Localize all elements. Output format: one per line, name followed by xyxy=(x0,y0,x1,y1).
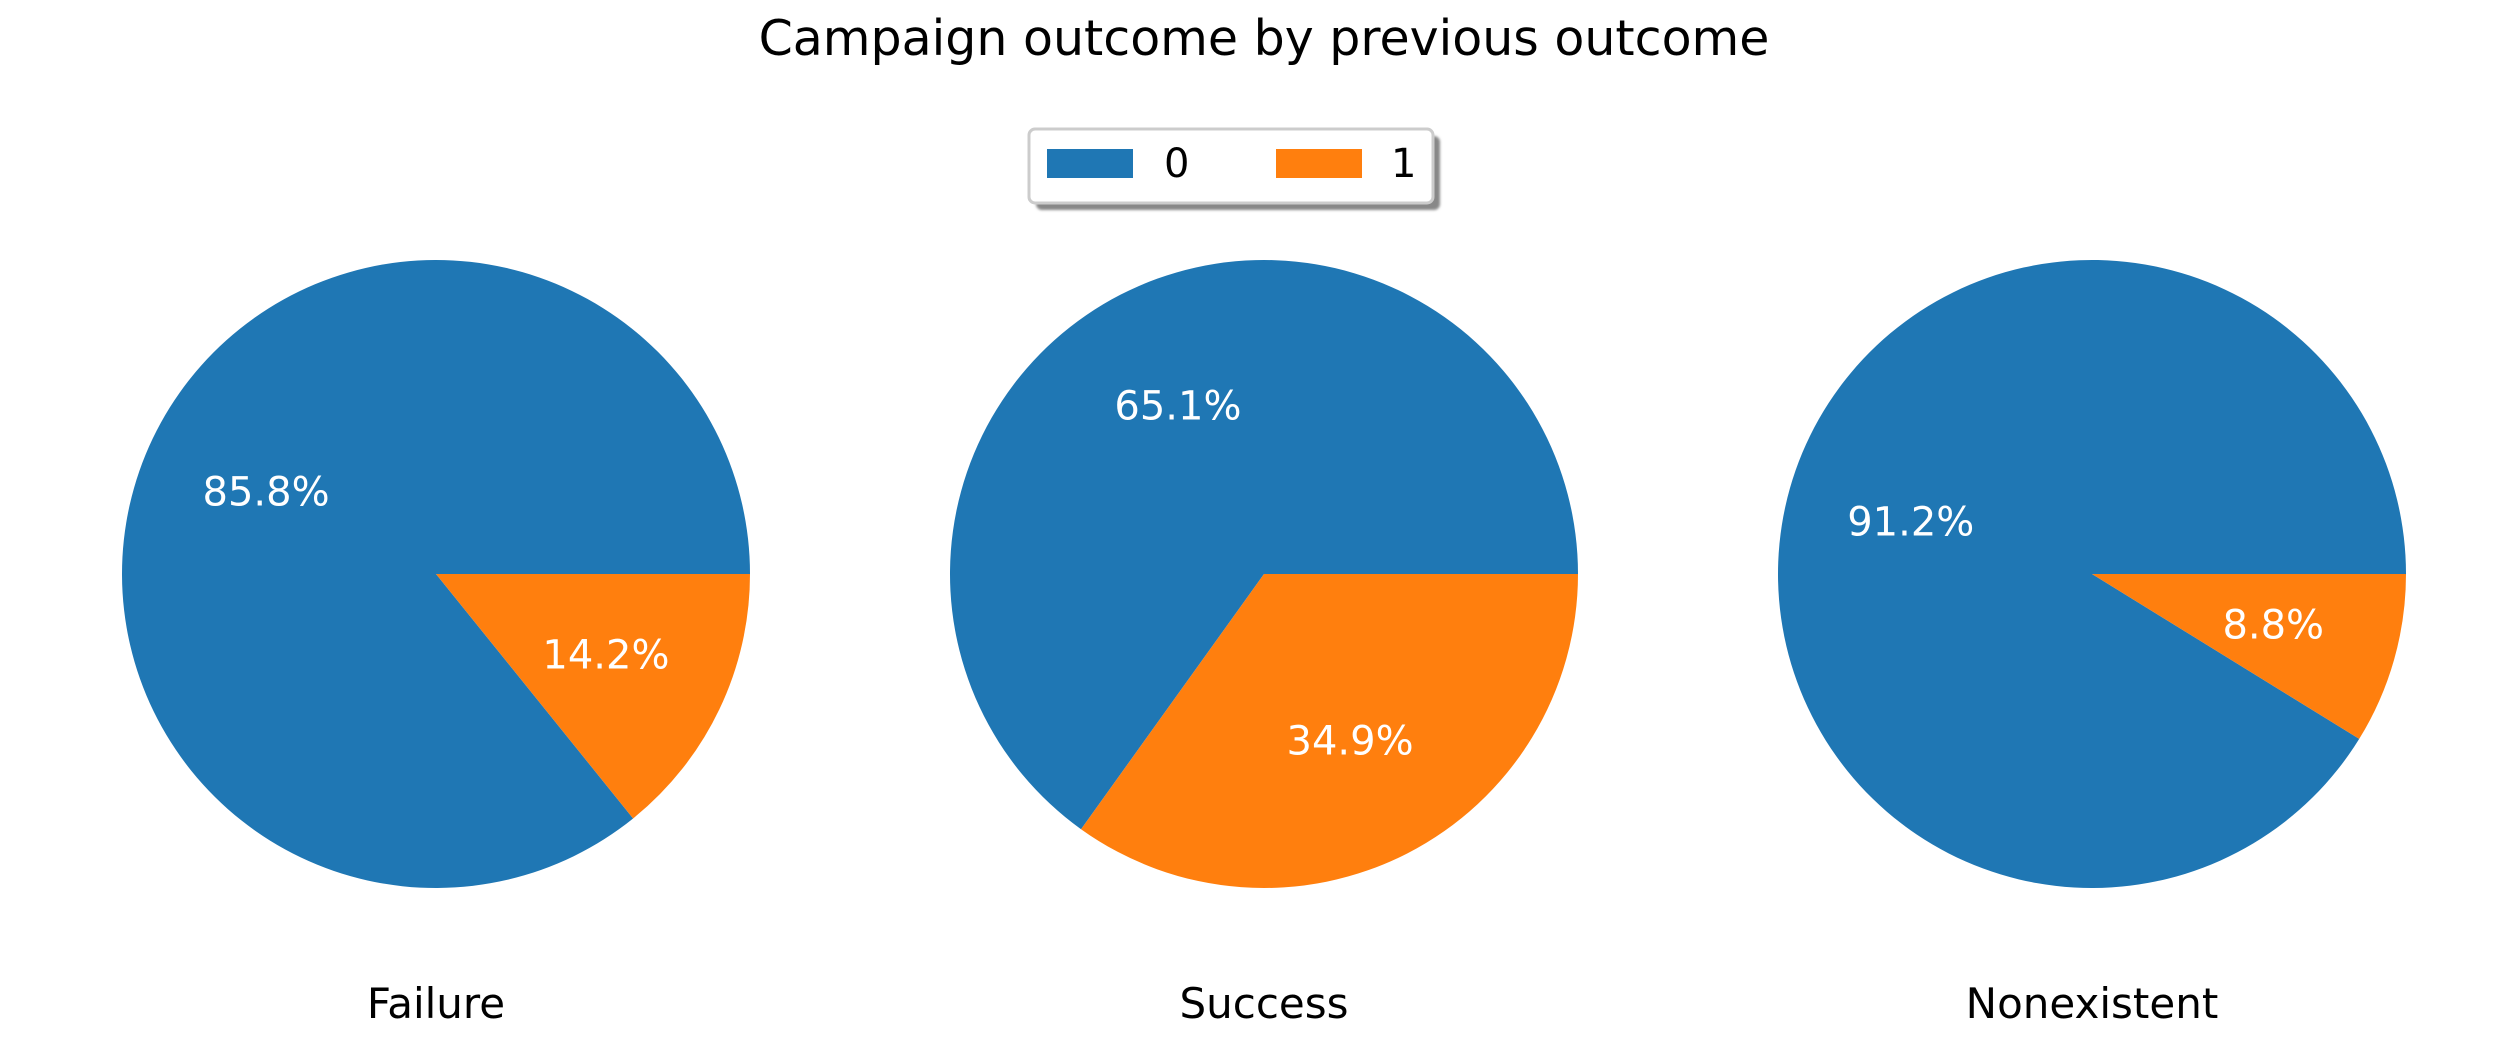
legend-swatch-1 xyxy=(1276,149,1362,178)
pie-slice-label-nonexistent-0: 91.2% xyxy=(1847,500,1974,546)
pie-slice-label-nonexistent-1: 8.8% xyxy=(2222,602,2324,648)
legend-label-0: 0 xyxy=(1164,141,1189,187)
pie-failure: 85.8% 14.2% Failure xyxy=(122,260,750,1028)
pie-slice-label-failure-0: 85.8% xyxy=(203,470,330,516)
pie-success: 65.1% 34.9% Success xyxy=(949,260,1578,1028)
legend-frame xyxy=(1027,127,1435,205)
pie-slice-label-success-0: 65.1% xyxy=(1114,383,1241,429)
legend: 0 1 xyxy=(1027,127,1440,210)
pie-nonexistent: 91.2% 8.8% Nonexistent xyxy=(1778,259,2406,1028)
pie-slice-nonexistent-1 xyxy=(2092,574,2406,739)
pie-slice-label-success-1: 34.9% xyxy=(1287,719,1414,765)
pie-slice-success-1 xyxy=(1081,574,1578,889)
pie-slice-failure-1 xyxy=(436,574,750,819)
chart-title: Campaign outcome by previous outcome xyxy=(759,10,1770,67)
pie-slice-success-0 xyxy=(949,260,1578,830)
pie-title-success: Success xyxy=(1179,979,1348,1028)
pie-slice-nonexistent-0 xyxy=(1778,259,2406,888)
pie-slice-label-failure-1: 14.2% xyxy=(542,632,669,678)
pie-title-nonexistent: Nonexistent xyxy=(1966,979,2219,1028)
legend-swatch-0 xyxy=(1047,149,1133,178)
pie-title-failure: Failure xyxy=(367,979,505,1028)
legend-label-1: 1 xyxy=(1391,141,1416,187)
pies-layer: 85.8% 14.2% Failure 65.1% 34.9% Success 91.2% 8… xyxy=(122,259,2406,1028)
pie-slice-failure-0 xyxy=(122,260,750,889)
